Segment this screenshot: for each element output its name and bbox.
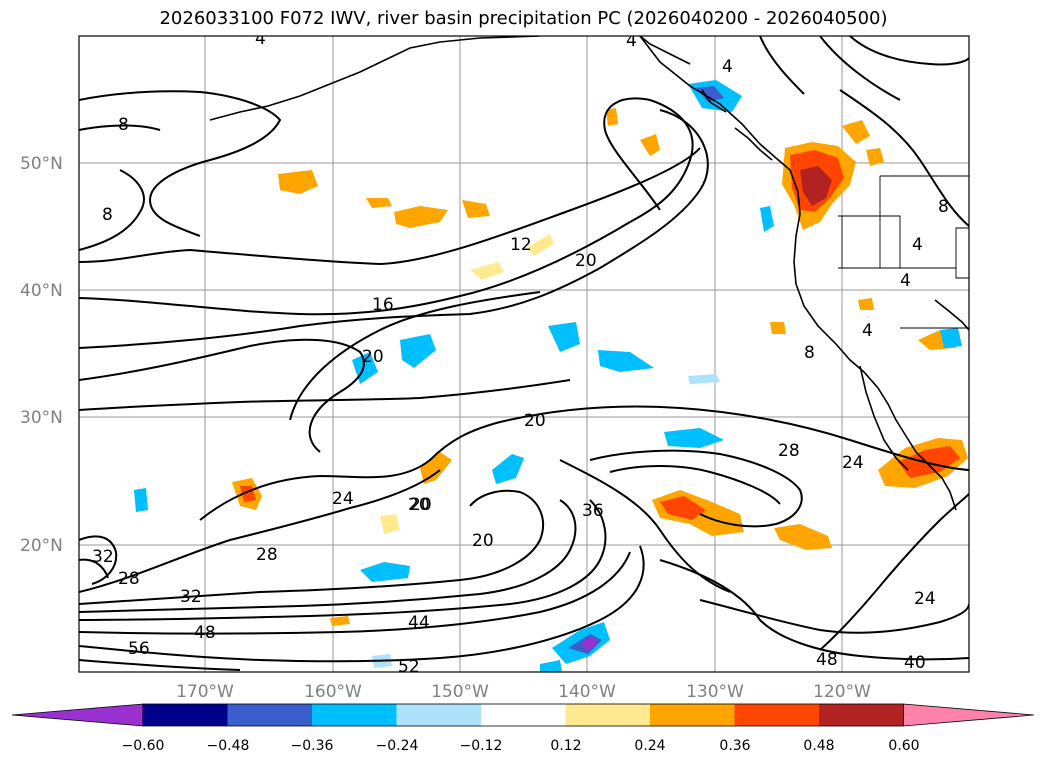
svg-text:52: 52 <box>398 657 420 677</box>
map-title: 2026033100 F072 IWV, river basin precipi… <box>159 8 888 29</box>
colorbar-tick-label: 0.36 <box>719 738 750 754</box>
precipitation-shading <box>134 80 968 672</box>
colorbar-tick-labels: −0.60 −0.48 −0.36 −0.24 −0.12 0.12 0.24 … <box>122 738 920 754</box>
svg-text:8: 8 <box>118 115 129 135</box>
svg-text:4: 4 <box>862 321 873 341</box>
svg-text:44: 44 <box>408 613 430 633</box>
state-borders <box>838 175 969 329</box>
lon-label-170w: 170°W <box>176 682 234 702</box>
iwv-contours <box>79 36 969 671</box>
colorbar-segment <box>650 704 735 726</box>
svg-text:48: 48 <box>194 623 216 643</box>
map-panel <box>79 36 969 672</box>
svg-text:32: 32 <box>180 587 202 607</box>
colorbar-segment <box>565 704 651 726</box>
colorbar-tick-label: −0.36 <box>291 738 334 754</box>
svg-text:48: 48 <box>816 650 838 670</box>
svg-text:20: 20 <box>472 531 494 551</box>
svg-text:20: 20 <box>524 411 546 431</box>
svg-text:20: 20 <box>362 347 384 367</box>
colorbar-segment <box>312 704 397 726</box>
lon-label-130w: 130°W <box>686 682 744 702</box>
colorbar-tick-label: 0.60 <box>888 738 919 754</box>
colorbar-segment <box>481 704 566 726</box>
colorbar-tick-label: 0.12 <box>550 738 581 754</box>
colorbar-segment <box>734 704 820 726</box>
longitude-labels: 170°W 160°W 150°W 140°W 130°W 120°W <box>176 682 871 702</box>
colorbar-tick-label: −0.12 <box>460 738 503 754</box>
colorbar-segment <box>819 704 904 726</box>
svg-text:36: 36 <box>582 501 604 521</box>
lon-label-160w: 160°W <box>304 682 362 702</box>
colorbar-extend-high <box>903 703 1035 727</box>
svg-text:24: 24 <box>914 589 936 609</box>
svg-text:8: 8 <box>938 197 949 217</box>
svg-text:28: 28 <box>256 545 278 565</box>
svg-text:16: 16 <box>372 295 394 315</box>
lat-label-40n: 40°N <box>20 281 63 301</box>
colorbar <box>11 703 1035 727</box>
svg-text:28: 28 <box>118 569 140 589</box>
svg-text:4: 4 <box>626 31 637 51</box>
svg-text:24: 24 <box>332 489 354 509</box>
svg-text:8: 8 <box>102 205 113 225</box>
colorbar-tick-label: 0.48 <box>803 738 834 754</box>
lat-label-30n: 30°N <box>20 408 63 428</box>
colorbar-tick-label: −0.24 <box>376 738 419 754</box>
colorbar-tick-label: −0.60 <box>122 738 165 754</box>
lon-label-120w: 120°W <box>813 682 871 702</box>
colorbar-extend-low <box>11 703 144 727</box>
svg-text:4: 4 <box>900 271 911 291</box>
svg-text:12: 12 <box>510 235 532 255</box>
svg-text:32: 32 <box>92 547 114 567</box>
map-frame <box>78 35 970 673</box>
svg-text:4: 4 <box>912 235 923 255</box>
contour-labels: 4 4 4 8 8 8 4 4 4 12 20 16 20 20 20 20 2… <box>92 29 949 677</box>
lon-label-140w: 140°W <box>558 682 616 702</box>
colorbar-segment <box>227 704 313 726</box>
lat-label-20n: 20°N <box>20 536 63 556</box>
colorbar-tick-label: 0.24 <box>634 738 665 754</box>
colorbar-outline <box>142 703 904 727</box>
colorbar-tick-label: −0.48 <box>207 738 250 754</box>
lon-label-150w: 150°W <box>431 682 489 702</box>
svg-text:40: 40 <box>904 653 926 673</box>
colorbar-segment <box>396 704 482 726</box>
coastlines <box>209 36 969 511</box>
svg-text:20: 20 <box>408 495 430 515</box>
svg-text:24: 24 <box>842 453 864 473</box>
svg-text:20: 20 <box>410 495 432 515</box>
latitude-labels: 50°N 40°N 30°N 20°N <box>20 154 63 556</box>
lat-label-50n: 50°N <box>20 154 63 174</box>
svg-text:20: 20 <box>575 251 597 271</box>
svg-text:8: 8 <box>804 343 815 363</box>
svg-text:4: 4 <box>255 29 266 49</box>
colorbar-segment <box>143 704 228 726</box>
svg-text:56: 56 <box>128 639 150 659</box>
svg-text:28: 28 <box>778 441 800 461</box>
svg-text:4: 4 <box>722 57 733 77</box>
